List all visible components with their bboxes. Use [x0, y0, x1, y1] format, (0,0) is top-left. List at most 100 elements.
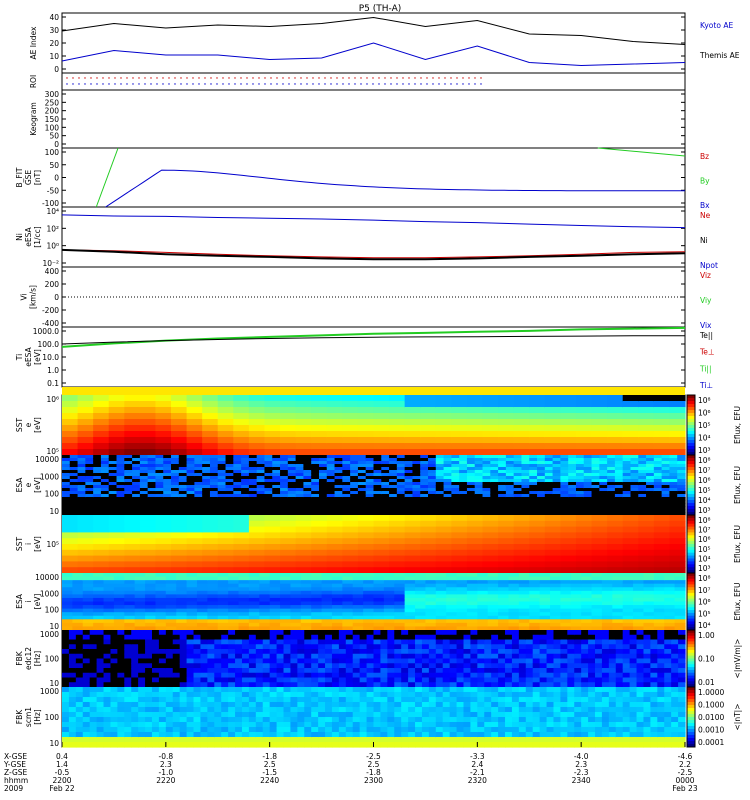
heatmap-cell	[259, 626, 271, 631]
heatmap-cell	[513, 520, 530, 528]
heatmap-cell	[350, 497, 359, 501]
heatmap-cell	[225, 506, 234, 510]
heatmap-cell	[487, 622, 499, 628]
heatmap-cell	[498, 458, 507, 462]
heatmap-cell	[638, 467, 647, 471]
heatmap-cell	[93, 583, 105, 588]
heatmap-cell	[295, 407, 312, 414]
heatmap-cell	[615, 658, 624, 664]
heatmap-cell	[622, 649, 631, 655]
heatmap-cell	[357, 491, 367, 495]
heatmap-cell	[311, 470, 320, 474]
heatmap-cell	[529, 455, 538, 459]
heatmap-cell	[381, 503, 390, 507]
heatmap-cell	[62, 401, 79, 408]
heatmap-cell	[552, 509, 561, 513]
heatmap-cell	[145, 682, 153, 688]
heatmap-cell	[459, 470, 468, 474]
heatmap-cell	[145, 622, 157, 628]
heatmap-cell	[389, 395, 406, 402]
heatmap-cell	[113, 576, 125, 581]
heatmap-cell	[671, 663, 679, 669]
heatmap-cell	[614, 488, 624, 492]
heatmap-cell	[570, 612, 582, 617]
heatmap-cell	[345, 668, 354, 674]
heatmap-cell	[186, 576, 198, 581]
heatmap-cell	[425, 587, 437, 592]
heatmap-cell	[550, 583, 561, 588]
heatmap-cell	[321, 605, 333, 610]
heatmap-cell	[233, 413, 250, 420]
heatmap-cell	[568, 506, 577, 510]
heatmap-cell	[513, 458, 523, 462]
heatmap-cell	[69, 476, 79, 480]
heatmap-cell	[513, 497, 523, 501]
heatmap-cell	[113, 619, 125, 624]
heatmap-cell	[463, 658, 472, 664]
heatmap-cell	[77, 538, 94, 545]
heatmap-cell	[202, 532, 219, 539]
heatmap-cell	[380, 672, 388, 679]
heatmap-cell	[451, 532, 468, 539]
heatmap-cell	[508, 580, 520, 585]
heatmap-cell	[124, 672, 132, 679]
heatmap-cell	[238, 573, 250, 578]
y-tick-label: 10	[49, 507, 59, 516]
heatmap-cell	[373, 594, 385, 599]
heatmap-cell	[446, 590, 458, 595]
heatmap-cell	[155, 395, 172, 402]
heatmap-cell	[630, 506, 639, 510]
heatmap-cell	[389, 509, 398, 513]
heatmap-cell	[373, 561, 390, 568]
heatmap-cell	[280, 479, 289, 483]
heatmap-cell	[574, 658, 582, 664]
heatmap-cell	[633, 615, 645, 620]
heatmap-cell	[311, 443, 328, 450]
heatmap-cell	[661, 500, 671, 504]
heatmap-cell	[352, 644, 361, 650]
heatmap-cell	[401, 663, 409, 669]
heatmap-cell	[661, 470, 671, 474]
heatmap-cell	[82, 597, 94, 603]
heatmap-cell	[653, 583, 665, 588]
heatmap-cell	[595, 677, 603, 683]
heatmap-cell	[532, 682, 541, 688]
heatmap-cell	[186, 622, 198, 628]
heatmap-cell	[646, 500, 655, 504]
heatmap-cell	[638, 458, 647, 462]
heatmap-cell	[311, 506, 320, 510]
heatmap-cell	[373, 544, 390, 551]
heatmap-cell	[207, 644, 215, 650]
heatmap-cell	[591, 587, 603, 592]
heatmap-cell	[165, 594, 177, 599]
heatmap-cell	[487, 587, 499, 592]
heatmap-cell	[567, 672, 575, 679]
heatmap-cell	[661, 473, 671, 477]
heatmap-cell	[350, 509, 359, 513]
heatmap-cell	[248, 619, 260, 624]
heatmap-cell	[435, 491, 445, 495]
heatmap-cell	[443, 473, 452, 477]
heatmap-cell	[82, 590, 94, 595]
heatmap-cell	[389, 485, 398, 489]
heatmap-cell	[283, 649, 292, 655]
heatmap-cell	[477, 605, 489, 610]
heatmap-cell	[633, 612, 645, 617]
heatmap-cell	[124, 538, 141, 545]
heatmap-cell	[449, 653, 458, 660]
heatmap-cell	[615, 634, 624, 641]
heatmap-cell	[171, 443, 188, 450]
heatmap-cell	[498, 431, 515, 438]
heatmap-cell	[568, 458, 577, 462]
heatmap-cell	[513, 509, 523, 513]
heatmap-cell	[248, 458, 258, 462]
heatmap-cell	[664, 605, 676, 610]
heatmap-cell	[96, 639, 105, 645]
heatmap-cell	[241, 497, 250, 501]
heatmap-cell	[537, 503, 546, 507]
heatmap-cell	[145, 605, 157, 610]
heatmap-cell	[259, 583, 271, 588]
heatmap-cell	[264, 413, 281, 420]
heatmap-cell	[435, 500, 445, 504]
heatmap-cell	[311, 449, 328, 456]
